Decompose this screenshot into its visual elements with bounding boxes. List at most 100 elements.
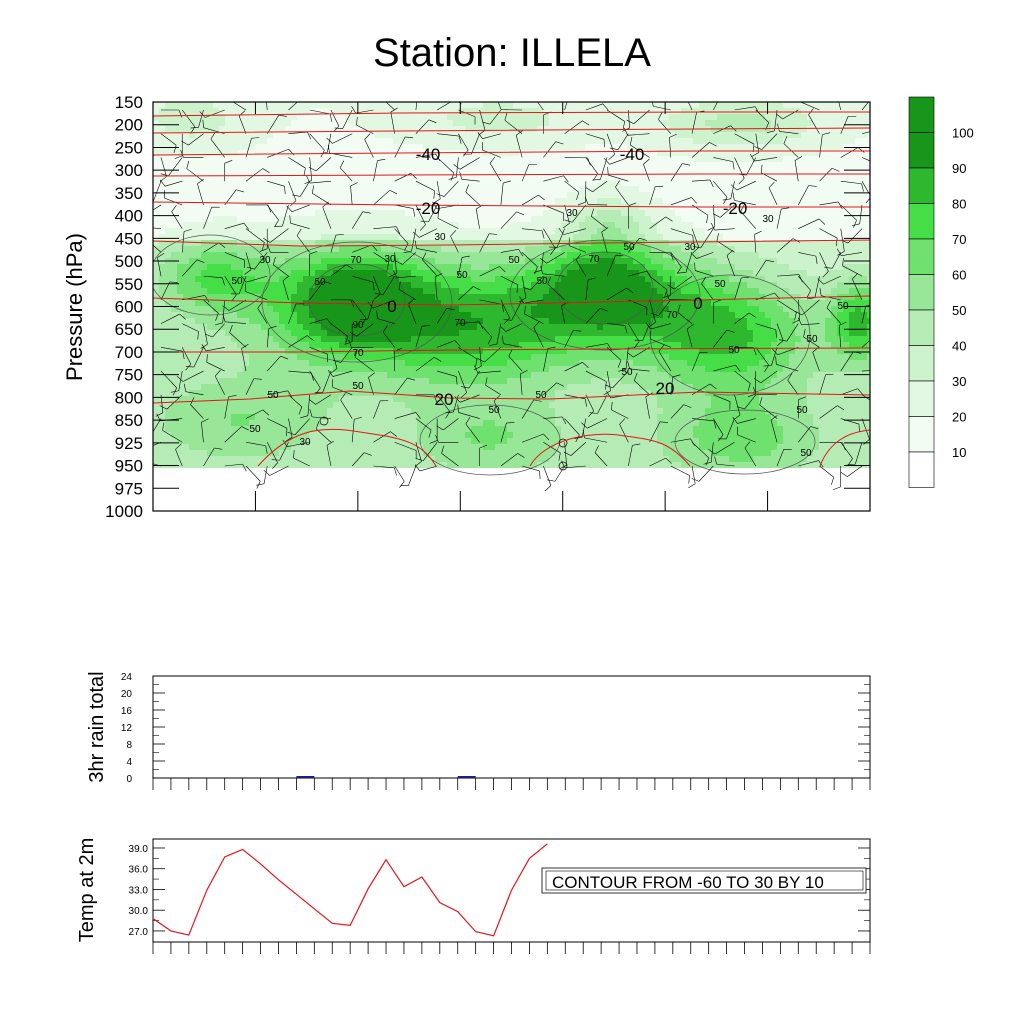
humidity-cell bbox=[225, 336, 231, 342]
humidity-cell bbox=[795, 216, 801, 222]
humidity-cell bbox=[675, 246, 681, 252]
humidity-cell bbox=[249, 138, 255, 144]
humidity-cell bbox=[609, 288, 615, 294]
humidity-cell bbox=[507, 174, 513, 180]
humidity-cell bbox=[579, 216, 585, 222]
humidity-cell bbox=[471, 330, 477, 336]
humidity-cell bbox=[525, 288, 531, 294]
humidity-cell bbox=[477, 186, 483, 192]
humidity-cell bbox=[423, 252, 429, 258]
humidity-cell bbox=[219, 198, 225, 204]
humidity-cell bbox=[357, 282, 363, 288]
humidity-cell bbox=[237, 102, 243, 108]
humidity-cell bbox=[279, 288, 285, 294]
humidity-cell bbox=[189, 114, 195, 120]
humidity-cell bbox=[567, 264, 573, 270]
humidity-cell bbox=[393, 342, 399, 348]
humidity-cell bbox=[537, 162, 543, 168]
humidity-cell bbox=[159, 198, 165, 204]
humidity-cell bbox=[561, 174, 567, 180]
humidity-cell bbox=[249, 330, 255, 336]
humidity-cell bbox=[315, 138, 321, 144]
humidity-cell bbox=[645, 192, 651, 198]
humidity-cell bbox=[507, 258, 513, 264]
humidity-cell bbox=[285, 174, 291, 180]
humidity-cell bbox=[555, 294, 561, 300]
humidity-cell bbox=[249, 306, 255, 312]
humidity-cell bbox=[783, 336, 789, 342]
humidity-cell bbox=[681, 144, 687, 150]
humidity-cell bbox=[249, 222, 255, 228]
humidity-cell bbox=[381, 276, 387, 282]
humidity-cell bbox=[705, 120, 711, 126]
humidity-cell bbox=[243, 162, 249, 168]
humidity-cell bbox=[813, 264, 819, 270]
humidity-cell bbox=[807, 264, 813, 270]
humidity-cell bbox=[771, 174, 777, 180]
humidity-cell bbox=[357, 192, 363, 198]
humidity-cell bbox=[321, 282, 327, 288]
humidity-cell bbox=[249, 228, 255, 234]
humidity-cell bbox=[375, 120, 381, 126]
humidity-cell bbox=[195, 318, 201, 324]
humidity-cell bbox=[447, 318, 453, 324]
humidity-cell bbox=[411, 318, 417, 324]
humidity-cell bbox=[315, 258, 321, 264]
humidity-cell bbox=[783, 198, 789, 204]
humidity-cell bbox=[657, 264, 663, 270]
humidity-cell bbox=[831, 252, 837, 258]
humidity-cell bbox=[483, 126, 489, 132]
humidity-cell bbox=[621, 132, 627, 138]
humidity-cell bbox=[171, 282, 177, 288]
humidity-cell bbox=[483, 294, 489, 300]
humidity-cell bbox=[267, 288, 273, 294]
humidity-cell bbox=[249, 132, 255, 138]
humidity-cell bbox=[231, 228, 237, 234]
humidity-cell bbox=[639, 168, 645, 174]
humidity-cell bbox=[405, 234, 411, 240]
humidity-cell bbox=[189, 222, 195, 228]
humidity-cell bbox=[645, 330, 651, 336]
humidity-cell bbox=[645, 282, 651, 288]
humidity-cell bbox=[159, 288, 165, 294]
humidity-cell bbox=[447, 168, 453, 174]
humidity-cell bbox=[465, 210, 471, 216]
humidity-cell bbox=[321, 336, 327, 342]
humidity-cell bbox=[297, 156, 303, 162]
humidity-cell bbox=[315, 198, 321, 204]
humidity-cell bbox=[759, 330, 765, 336]
humidity-cell bbox=[207, 348, 213, 354]
humidity-cell bbox=[525, 240, 531, 246]
humidity-cell bbox=[549, 234, 555, 240]
humidity-cell bbox=[585, 126, 591, 132]
humidity-cell bbox=[411, 156, 417, 162]
humidity-cell bbox=[159, 252, 165, 258]
humidity-cell bbox=[183, 294, 189, 300]
humidity-cell bbox=[639, 210, 645, 216]
humidity-cell bbox=[579, 276, 585, 282]
humidity-cell bbox=[729, 306, 735, 312]
humidity-cell bbox=[339, 114, 345, 120]
humidity-cell bbox=[531, 204, 537, 210]
humidity-cell bbox=[693, 264, 699, 270]
humidity-cell bbox=[267, 120, 273, 126]
humidity-cell bbox=[261, 144, 267, 150]
humidity-cell bbox=[195, 234, 201, 240]
humidity-cell bbox=[405, 252, 411, 258]
humidity-cell bbox=[705, 342, 711, 348]
humidity-cell bbox=[867, 264, 870, 270]
humidity-cell bbox=[621, 120, 627, 126]
humidity-cell bbox=[741, 264, 747, 270]
humidity-cell bbox=[345, 222, 351, 228]
humidity-cell bbox=[411, 336, 417, 342]
humidity-cell bbox=[819, 330, 825, 336]
humidity-cell bbox=[699, 276, 705, 282]
humidity-cell bbox=[699, 168, 705, 174]
humidity-cell bbox=[681, 186, 687, 192]
humidity-cell bbox=[663, 276, 669, 282]
humidity-cell bbox=[471, 198, 477, 204]
humidity-cell bbox=[693, 180, 699, 186]
humidity-cell bbox=[867, 330, 870, 336]
humidity-cell bbox=[549, 228, 555, 234]
humidity-cell bbox=[315, 294, 321, 300]
